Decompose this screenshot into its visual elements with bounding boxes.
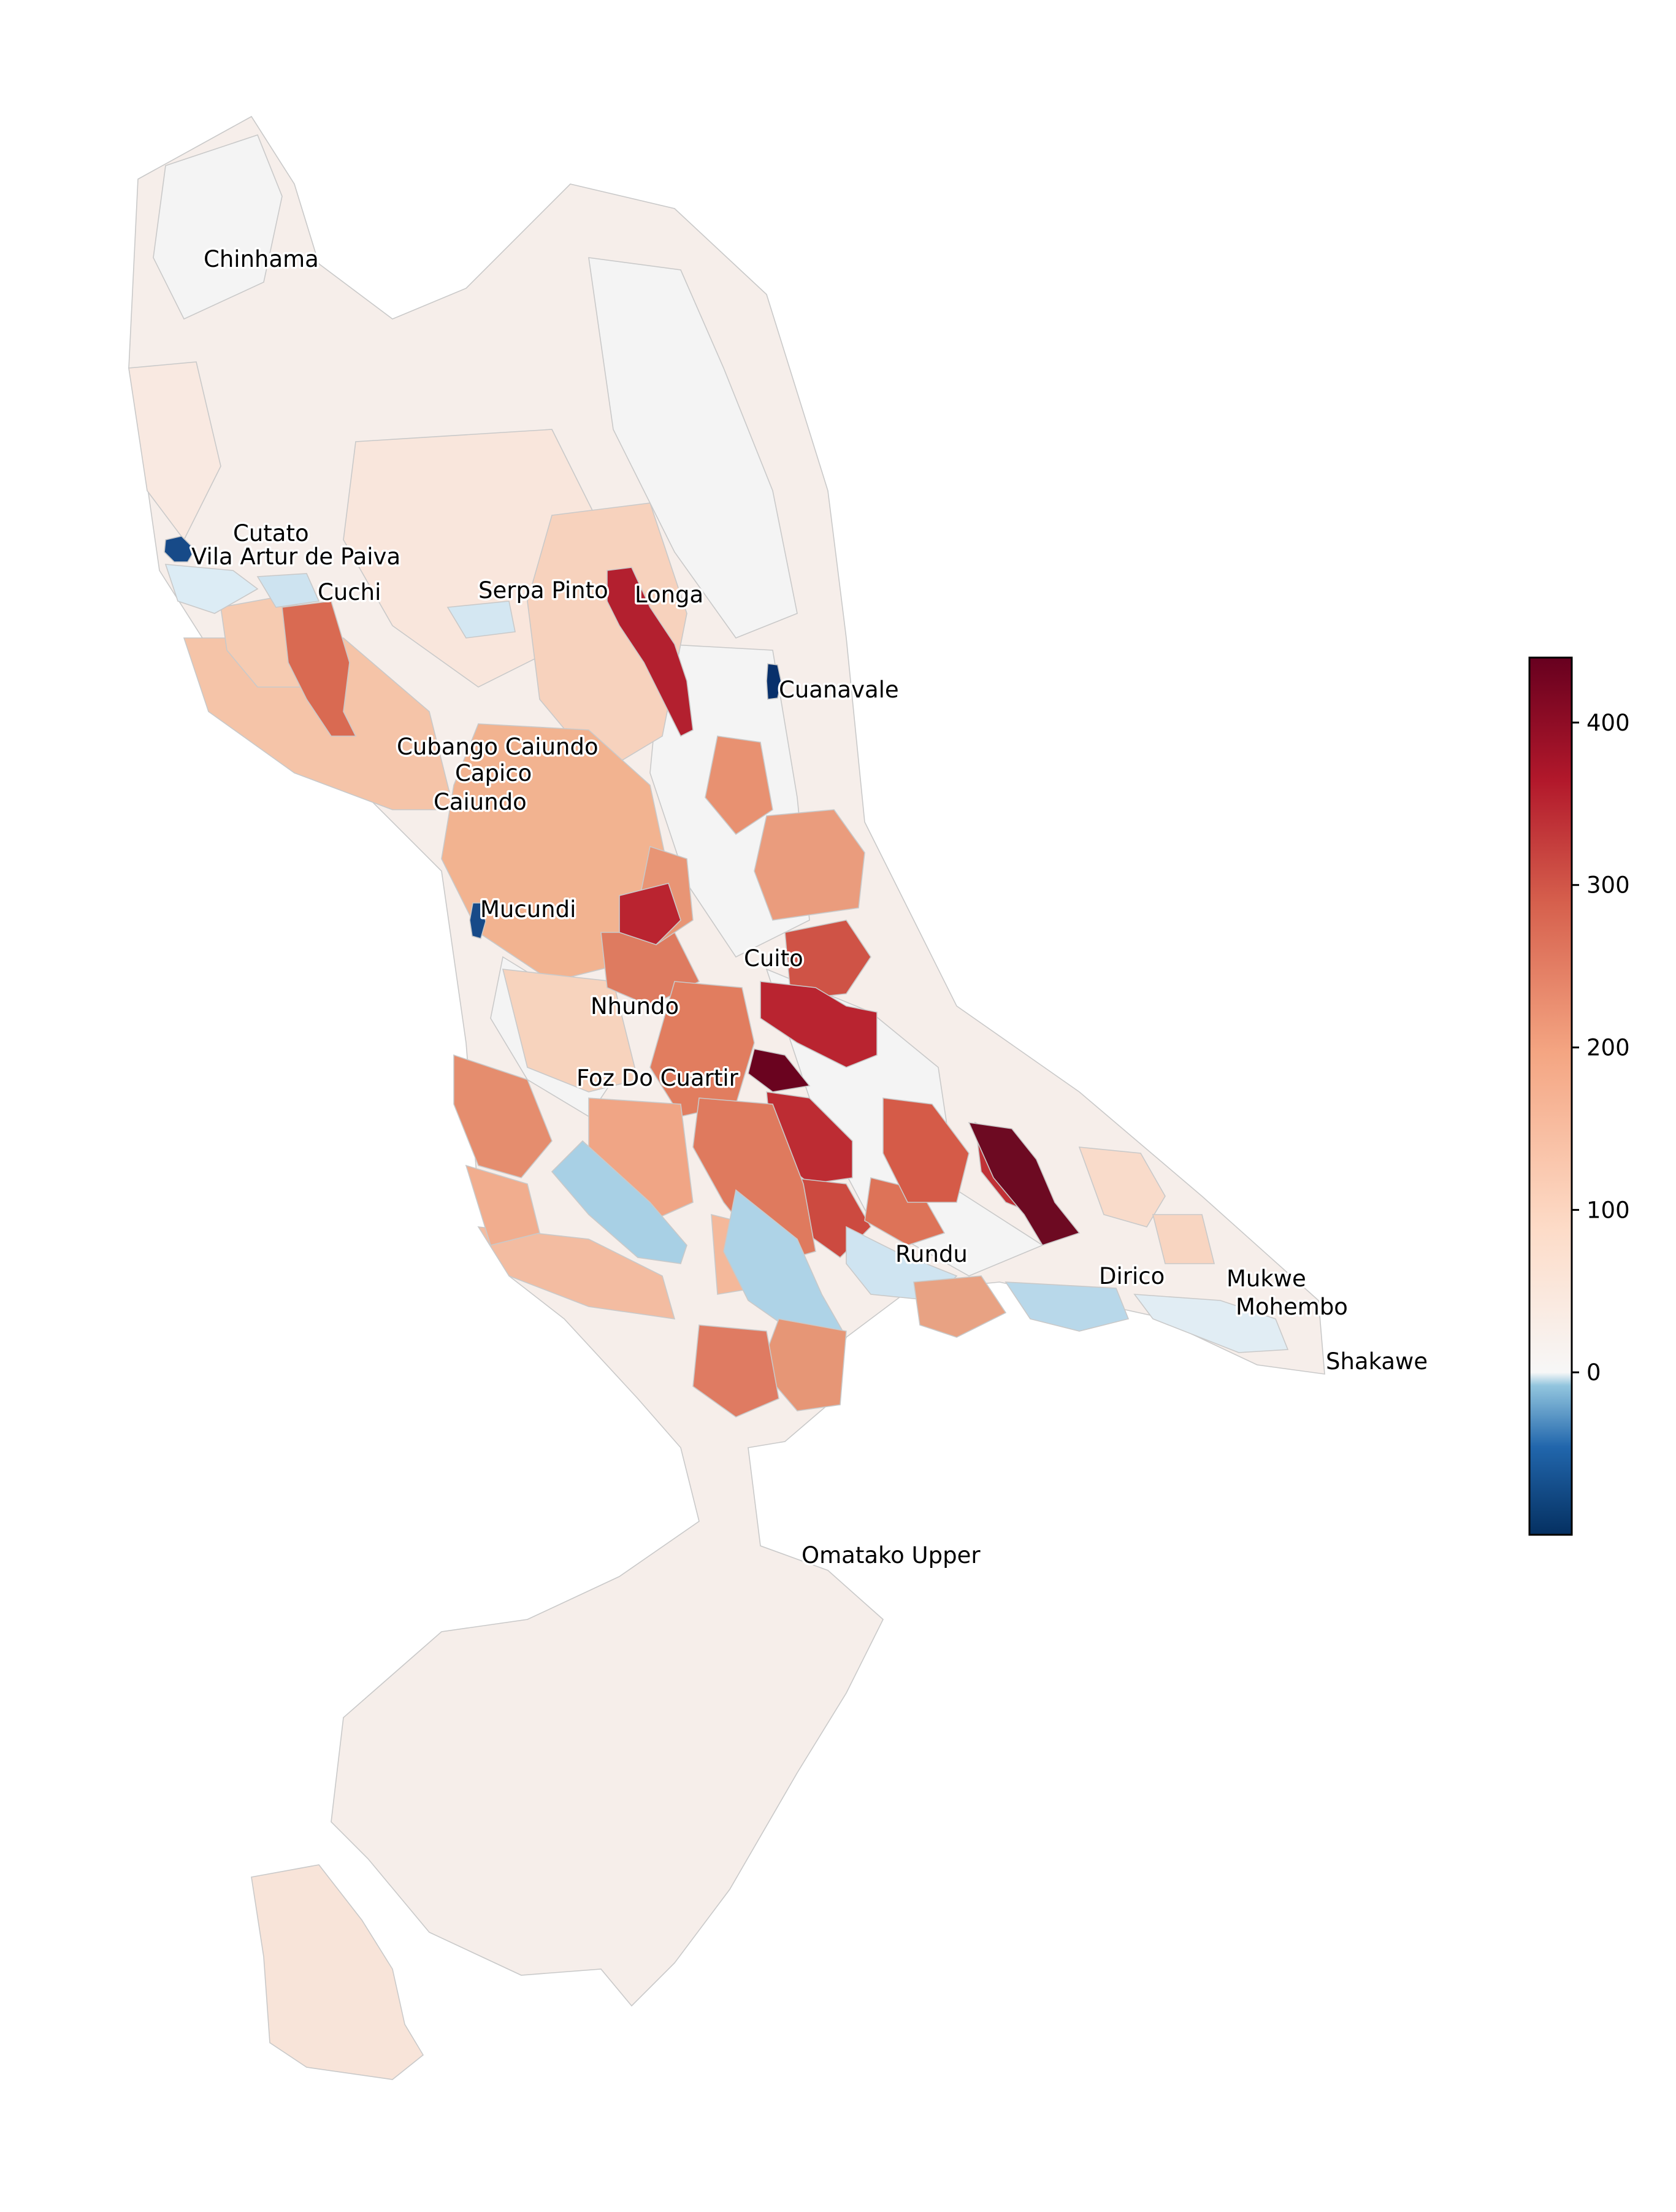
place-label-shakawe: Shakawe (1326, 1348, 1428, 1375)
place-label-longa: Longa (635, 582, 703, 608)
colorbar-tick-label: 200 (1586, 1035, 1630, 1061)
colorbar-tick-label: 400 (1586, 710, 1630, 736)
place-label-cuito: Cuito (744, 945, 803, 972)
place-label-cubango-caiundo: Cubango Caiundo (397, 734, 599, 760)
colorbar: 400 300 200 100 0 (1528, 656, 1630, 1536)
subbasin-layer (128, 134, 1289, 1418)
place-label-cuanavale: Cuanavale (779, 677, 899, 703)
colorbar-tick-label: 300 (1586, 872, 1630, 899)
place-label-cuchi: Cuchi (318, 579, 381, 605)
place-label-rundu: Rundu (895, 1241, 968, 1267)
place-label-cutato: Cutato (233, 520, 309, 547)
place-label-chinhama: Chinhama (204, 246, 319, 272)
place-label-mohembo: Mohembo (1236, 1294, 1348, 1320)
place-label-capico: Capico (455, 760, 532, 786)
place-label-vila-artur-de-paiva: Vila Artur de Paiva (191, 543, 400, 570)
place-label-nhundo: Nhundo (591, 993, 679, 1020)
place-label-serpa-pinto: Serpa Pinto (478, 577, 608, 604)
negative-patches (164, 536, 782, 939)
colorbar-ticks: 400 300 200 100 0 (1572, 710, 1630, 1386)
place-label-mucundi: Mucundi (480, 896, 576, 923)
place-labels: Chinhama Cutato Vila Artur de Paiva Cuch… (189, 244, 1430, 1571)
colorbar-tick-label: 0 (1586, 1359, 1601, 1386)
colorbar-tick-label: 100 (1586, 1197, 1630, 1223)
place-label-foz-do-cuartir: Foz Do Cuartir (576, 1065, 739, 1091)
place-label-mukwe: Mukwe (1226, 1265, 1306, 1292)
colorbar-gradient (1528, 656, 1573, 1536)
place-label-dirico: Dirico (1099, 1263, 1165, 1289)
place-label-omatako-upper: Omatako Upper (802, 1542, 981, 1569)
place-label-caiundo: Caiundo (434, 789, 527, 815)
